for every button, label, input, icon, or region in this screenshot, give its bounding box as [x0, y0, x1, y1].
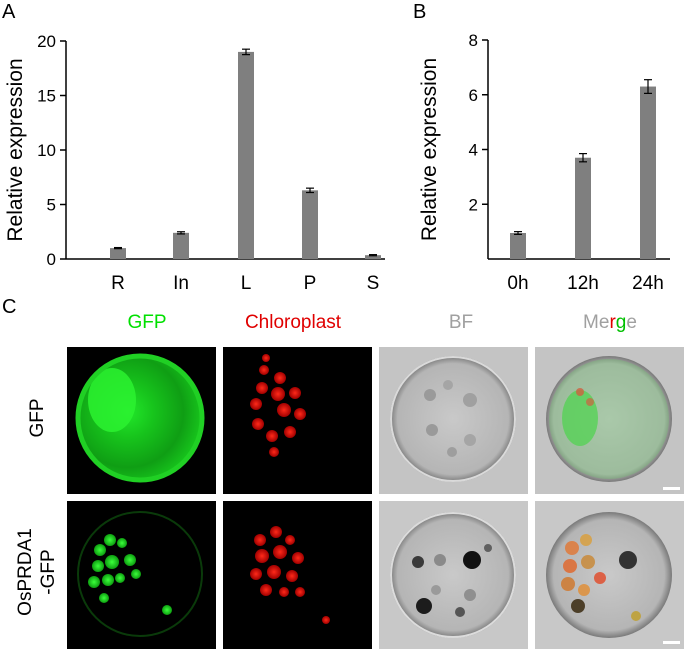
error-bar: [579, 153, 587, 163]
error-bar: [644, 79, 652, 94]
column-header-merge: Merge: [583, 312, 637, 333]
merge-letter: e: [626, 312, 637, 333]
bar: [110, 248, 126, 259]
x-category-label: P: [304, 273, 317, 294]
chart-a: Relative expression 0 5 10 15 20 R In L P S: [4, 32, 385, 294]
column-header-bf: BF: [449, 312, 473, 333]
merge-letter: g: [616, 312, 627, 333]
row-label-osprda1-line2: -GFP: [38, 549, 59, 594]
x-category-label: 12h: [567, 273, 599, 294]
error-bar: [369, 254, 377, 257]
y-tick-label: 4: [469, 141, 478, 160]
error-bar: [306, 187, 314, 194]
error-bar: [242, 48, 250, 56]
x-category-label: In: [173, 273, 189, 294]
y-tick-label: 0: [47, 250, 56, 269]
x-category-label: L: [241, 273, 252, 294]
image-merge-row2: [535, 501, 684, 649]
chart-b: Relative expression 2 4 6 8 0h 12h 24h: [418, 31, 670, 294]
y-ticks: 0 5 10 15 20: [37, 32, 66, 269]
scale-bar: [663, 641, 680, 644]
y-tick-label: 5: [47, 196, 56, 215]
panel-letter-c: C: [2, 296, 16, 318]
scale-bar: [663, 487, 680, 490]
bars: [110, 48, 381, 260]
x-categories: R In L P S: [111, 273, 379, 294]
y-ticks: 2 4 6 8: [469, 31, 488, 214]
y-axis-title: Relative expression: [4, 58, 27, 241]
bar: [510, 232, 526, 259]
error-bar: [514, 231, 522, 235]
merge-letter: r: [609, 312, 616, 333]
image-gfp-row2: [67, 501, 216, 649]
merge-letter: M: [583, 312, 599, 333]
y-axis-title: Relative expression: [418, 58, 441, 241]
column-header-chloroplast: Chloroplast: [245, 312, 342, 333]
merge-letter: e: [599, 312, 610, 333]
y-tick-label: 20: [37, 32, 56, 51]
y-tick-label: 2: [469, 195, 478, 214]
panel-letter-a: A: [2, 1, 16, 23]
y-tick-label: 8: [469, 31, 478, 50]
image-bf-row1: [379, 347, 528, 494]
image-merge-row1: [535, 347, 684, 494]
y-tick-label: 6: [469, 86, 478, 105]
error-bar: [177, 231, 185, 235]
bars: [510, 79, 656, 259]
bar: [302, 190, 318, 259]
bar: [173, 232, 189, 259]
row-label-gfp: GFP: [27, 398, 48, 437]
image-chloroplast-row1: [223, 347, 372, 494]
image-gfp-row1: [67, 347, 216, 494]
x-category-label: 0h: [507, 273, 528, 294]
axes: [65, 41, 385, 260]
bar: [238, 51, 254, 260]
y-tick-label: 15: [37, 87, 56, 106]
bar: [575, 157, 591, 259]
x-categories: 0h 12h 24h: [507, 273, 663, 294]
column-header-gfp: GFP: [127, 312, 166, 333]
image-chloroplast-row2: [223, 501, 372, 649]
image-bf-row2: [379, 501, 528, 649]
x-category-label: 24h: [632, 273, 664, 294]
row-label-osprda1-line1: OsPRDA1: [15, 528, 36, 616]
x-category-label: S: [367, 273, 380, 294]
panel-letter-b: B: [413, 1, 426, 23]
bar: [640, 86, 656, 259]
y-tick-label: 10: [37, 141, 56, 160]
bar: [365, 255, 381, 259]
x-category-label: R: [111, 273, 125, 294]
error-bar: [114, 246, 122, 250]
